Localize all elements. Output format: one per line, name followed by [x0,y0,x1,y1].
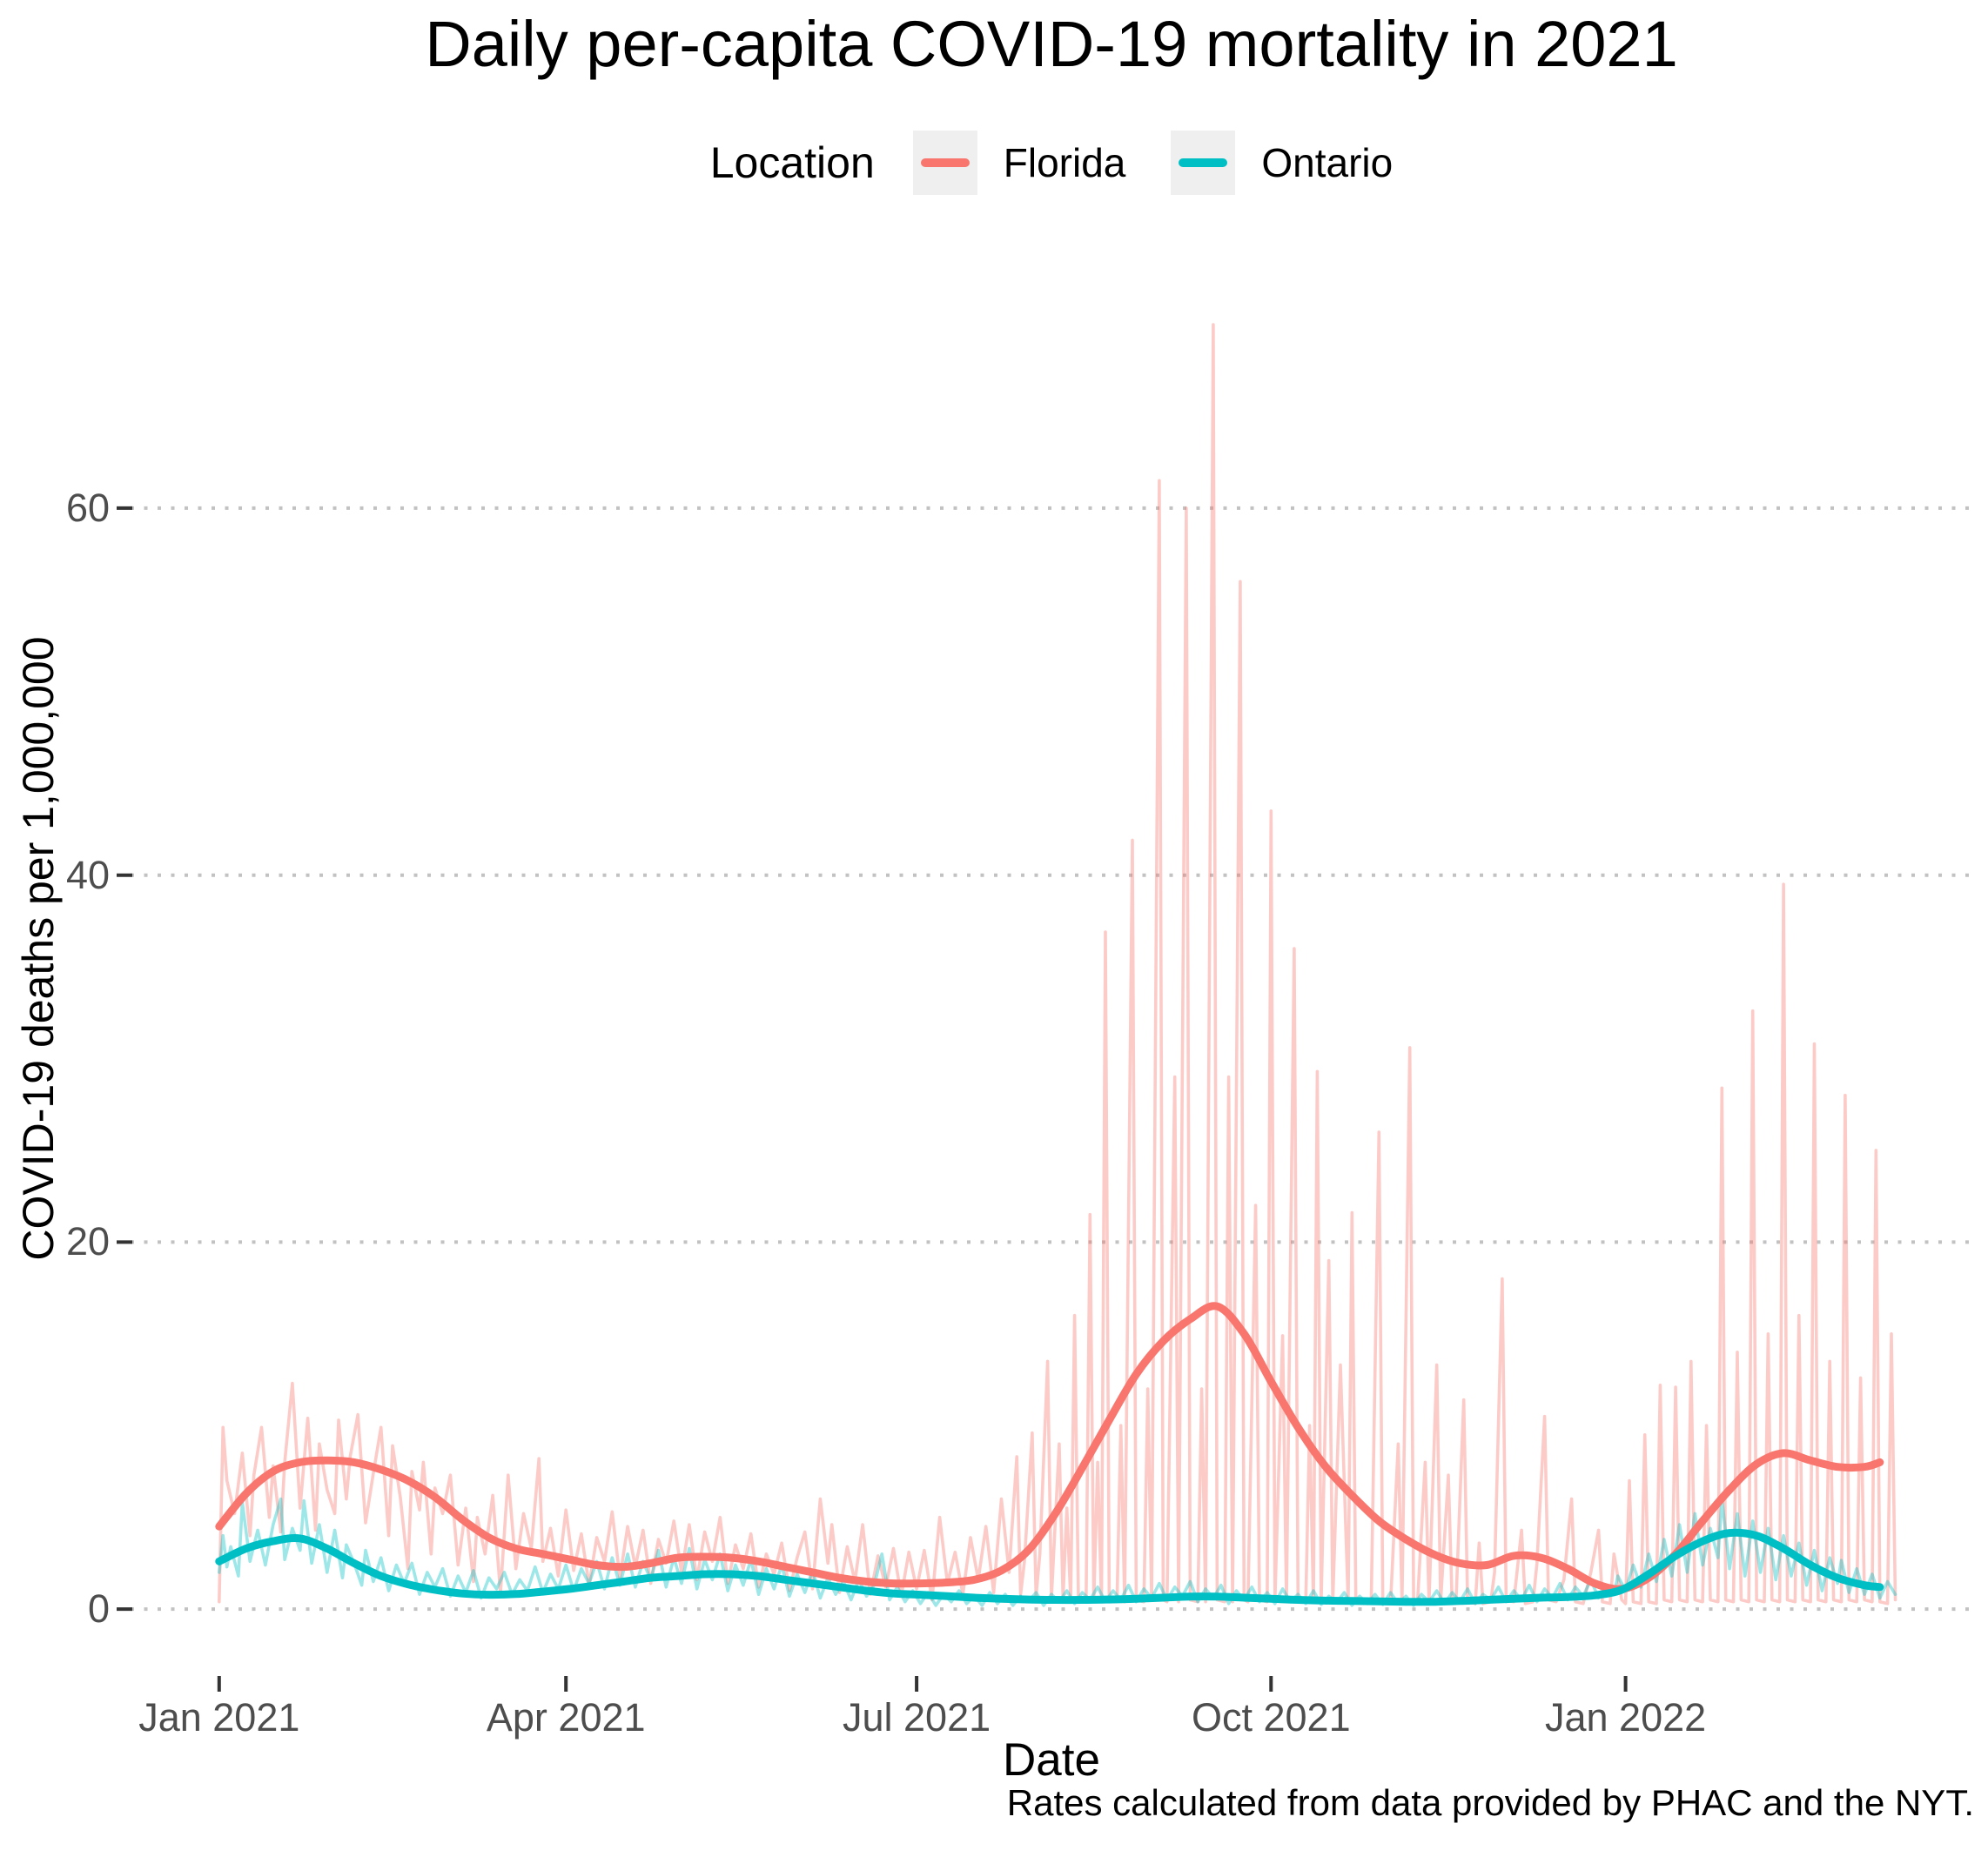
chart-title: Daily per-capita COVID-19 mortality in 2… [425,8,1678,80]
y-axis-title: COVID-19 deaths per 1,000,000 [14,636,63,1261]
x-tick-label: Oct 2021 [1192,1695,1351,1740]
x-tick-label: Jul 2021 [842,1695,991,1740]
legend-item-florida: Florida [912,131,1126,195]
x-axis-title: Date [1003,1734,1100,1786]
caption: Rates calculated from data provided by P… [1006,1782,1974,1823]
florida-daily-line [218,323,1897,1606]
legend-title: Location [709,138,875,187]
x-tick-label: Jan 2022 [1544,1695,1707,1740]
legend-label-ontario: Ontario [1261,140,1394,185]
y-tick-label: 20 [65,1219,110,1264]
florida-line-swatch-icon [920,158,970,167]
legend-label-florida: Florida [1003,140,1126,185]
x-tick-label: Jan 2021 [138,1695,300,1740]
y-tick-label: 0 [87,1586,110,1632]
legend-key-florida [912,131,977,195]
x-tick-label: Apr 2021 [486,1695,646,1740]
ontario-line-swatch-icon [1179,158,1228,167]
legend-item-ontario: Ontario [1171,131,1393,195]
legend: Location Florida Ontario [131,131,1972,195]
ontario-smooth-line [215,1528,1884,1606]
y-tick-label: 60 [65,485,110,530]
y-tick-label: 40 [65,852,110,897]
legend-key-ontario [1171,131,1236,195]
